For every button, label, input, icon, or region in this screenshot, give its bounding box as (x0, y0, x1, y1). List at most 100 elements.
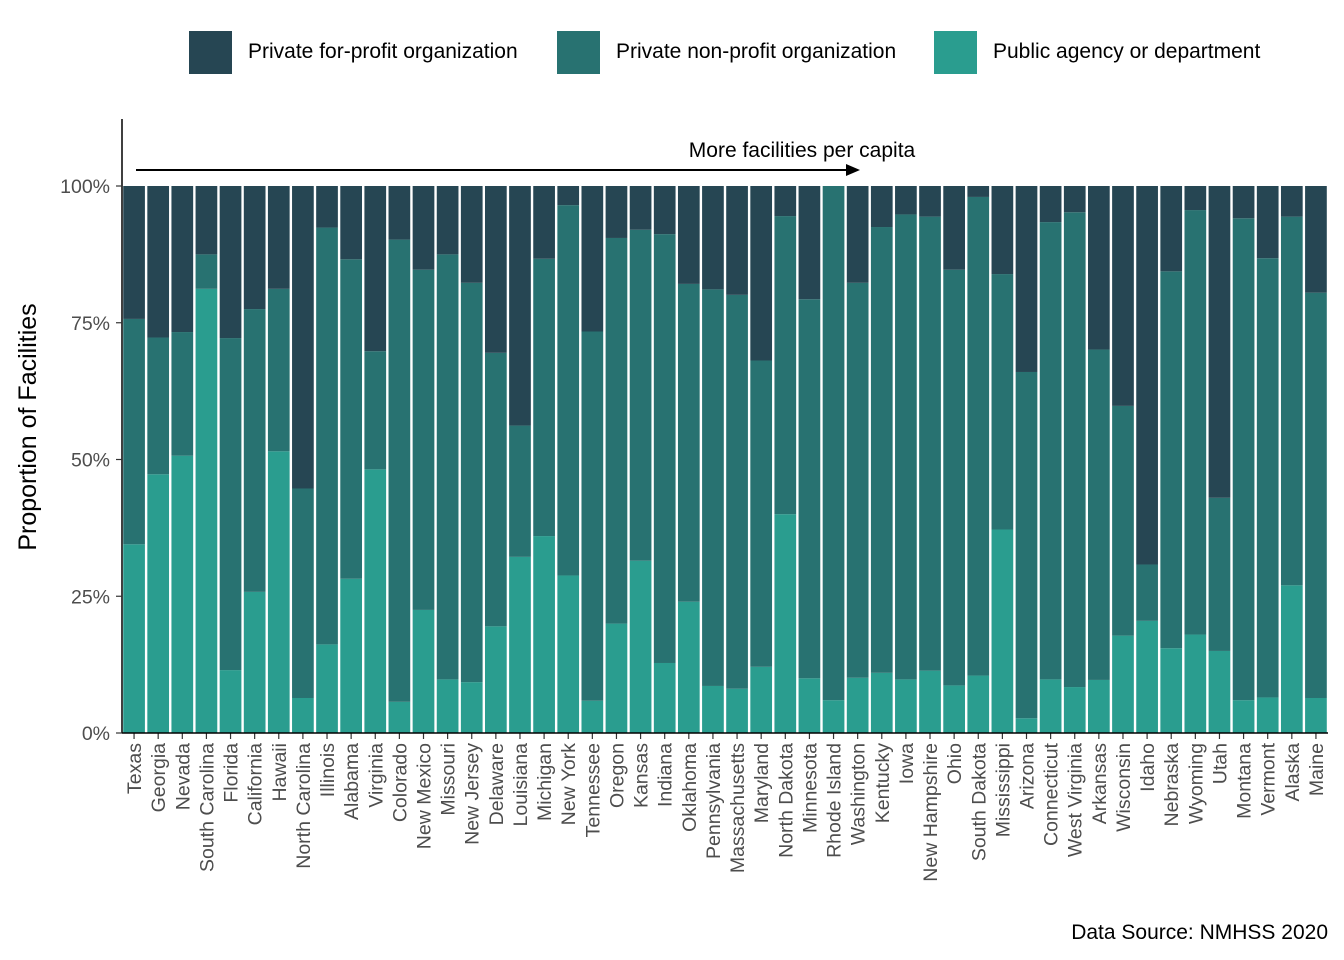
x-tick-label-vermont: Vermont (1258, 742, 1280, 815)
x-tick-label-nevada: Nevada (172, 743, 194, 810)
x-tick-label-new-hampshire: New Hampshire (920, 743, 942, 882)
bar-maine-private-non-profit-organization (1305, 292, 1327, 698)
bar-idaho-private-non-profit-organization (1136, 564, 1158, 621)
x-tick-label-south-carolina: South Carolina (196, 743, 218, 872)
bar-new-jersey-public-agency-or-department (460, 682, 483, 733)
bar-nevada-public-agency-or-department (171, 455, 194, 733)
bar-vermont-private-non-profit-organization (1256, 258, 1279, 698)
x-tick-label-louisiana: Louisiana (510, 743, 532, 827)
x-tick-label-maryland: Maryland (751, 743, 773, 823)
x-tick-label-kansas: Kansas (631, 743, 653, 808)
bar-michigan-private-non-profit-organization (533, 258, 555, 537)
bar-alaska-public-agency-or-department (1280, 585, 1303, 733)
bar-missouri-private-non-profit-organization (436, 254, 459, 680)
bar-ohio-private-for-profit-organization (943, 186, 965, 270)
bar-south-carolina-private-non-profit-organization (195, 254, 218, 289)
bar-texas-private-for-profit-organization (123, 186, 145, 319)
bar-connecticut-private-for-profit-organization (1039, 186, 1062, 223)
bar-new-mexico-public-agency-or-department (412, 609, 435, 733)
bar-washington-public-agency-or-department (846, 677, 869, 733)
bar-hawaii-public-agency-or-department (267, 451, 290, 733)
bar-maryland-private-for-profit-organization (750, 186, 773, 361)
bar-wyoming-public-agency-or-department (1184, 634, 1207, 733)
bar-colorado-private-non-profit-organization (388, 239, 411, 702)
bar-oklahoma-public-agency-or-department (677, 601, 700, 733)
x-tick-label-alaska: Alaska (1282, 743, 1304, 802)
bar-oregon-private-for-profit-organization (605, 186, 628, 238)
x-tick-label-arkansas: Arkansas (1089, 743, 1111, 825)
bar-idaho-private-for-profit-organization (1136, 186, 1158, 565)
legend-swatch-for-profit (189, 30, 232, 74)
bar-wisconsin-private-non-profit-organization (1112, 405, 1134, 636)
bar-kansas-private-non-profit-organization (629, 229, 652, 561)
x-tick-label-wisconsin: Wisconsin (1113, 743, 1135, 832)
bar-pennsylvania-private-non-profit-organization (702, 289, 724, 686)
x-tick-label-missouri: Missouri (438, 743, 460, 816)
bar-montana-private-non-profit-organization (1232, 218, 1255, 701)
x-tick-label-alabama: Alabama (341, 743, 363, 820)
x-tick-label-delaware: Delaware (486, 743, 508, 825)
legend-label-public: Public agency or department (993, 40, 1261, 63)
bar-kansas-private-for-profit-organization (629, 186, 652, 230)
bar-kansas-public-agency-or-department (629, 560, 652, 733)
bar-kentucky-public-agency-or-department (870, 672, 893, 733)
bar-florida-private-for-profit-organization (219, 186, 242, 339)
bar-north-carolina-private-non-profit-organization (292, 488, 314, 698)
x-tick-label-new-mexico: New Mexico (414, 743, 436, 849)
bar-north-dakota-public-agency-or-department (774, 514, 797, 733)
y-tick-label-25: 25% (71, 586, 110, 608)
bar-hawaii-private-non-profit-organization (267, 288, 290, 452)
bars (123, 186, 1327, 733)
y-tick-label-75: 75% (71, 313, 110, 335)
data-source: Data Source: NMHSS 2020 (1071, 921, 1328, 944)
bar-north-carolina-public-agency-or-department (292, 697, 314, 733)
bar-maryland-private-non-profit-organization (750, 360, 773, 667)
bar-delaware-private-for-profit-organization (485, 186, 507, 353)
bar-oregon-private-non-profit-organization (605, 237, 628, 624)
bar-hawaii-private-for-profit-organization (267, 186, 290, 289)
bar-massachusetts-private-for-profit-organization (726, 186, 748, 295)
bar-utah-private-non-profit-organization (1208, 497, 1231, 651)
x-tick-label-south-dakota: South Dakota (968, 743, 990, 861)
bar-rhode-island-private-non-profit-organization (822, 186, 845, 701)
bar-kentucky-private-non-profit-organization (870, 227, 893, 673)
legend-label-non-profit: Private non-profit organization (616, 40, 897, 63)
bar-south-dakota-private-for-profit-organization (967, 186, 990, 197)
bar-oregon-public-agency-or-department (605, 623, 628, 733)
x-tick-label-indiana: Indiana (655, 743, 677, 807)
bar-virginia-private-non-profit-organization (364, 351, 387, 470)
bar-arkansas-private-non-profit-organization (1088, 349, 1110, 680)
x-tick-label-arizona: Arizona (1017, 743, 1039, 809)
bar-new-mexico-private-for-profit-organization (412, 186, 435, 270)
x-tick-label-kentucky: Kentucky (872, 743, 894, 823)
bar-tennessee-private-for-profit-organization (581, 186, 604, 332)
bar-new-hampshire-private-for-profit-organization (919, 186, 941, 217)
x-tick-label-connecticut: Connecticut (1041, 742, 1063, 846)
bar-washington-private-non-profit-organization (846, 282, 869, 678)
bar-texas-public-agency-or-department (123, 544, 145, 733)
bar-missouri-private-for-profit-organization (436, 186, 459, 255)
bar-alabama-private-non-profit-organization (340, 259, 362, 579)
bar-georgia-public-agency-or-department (147, 474, 170, 733)
legend-swatch-public (934, 30, 977, 74)
x-tick-label-minnesota: Minnesota (799, 743, 821, 833)
bar-california-public-agency-or-department (243, 591, 266, 733)
bar-ohio-private-non-profit-organization (943, 269, 965, 686)
bar-nevada-private-non-profit-organization (171, 332, 194, 456)
y-tick-label-0: 0% (82, 723, 110, 745)
x-tick-label-georgia: Georgia (148, 743, 170, 813)
bar-indiana-private-for-profit-organization (653, 186, 676, 235)
x-tick-label-west-virginia: West Virginia (1065, 743, 1087, 857)
bar-indiana-private-non-profit-organization (653, 234, 676, 663)
x-tick-label-iowa: Iowa (896, 743, 918, 784)
bar-west-virginia-private-non-profit-organization (1063, 212, 1086, 688)
bar-louisiana-public-agency-or-department (509, 556, 531, 733)
bar-oklahoma-private-non-profit-organization (677, 283, 700, 602)
bar-massachusetts-public-agency-or-department (726, 688, 748, 733)
x-tick-label-virginia: Virginia (365, 743, 387, 808)
bar-new-hampshire-public-agency-or-department (919, 670, 941, 733)
bar-new-york-public-agency-or-department (557, 575, 580, 733)
x-tick-label-wyoming: Wyoming (1185, 743, 1207, 824)
bar-missouri-public-agency-or-department (436, 679, 459, 733)
